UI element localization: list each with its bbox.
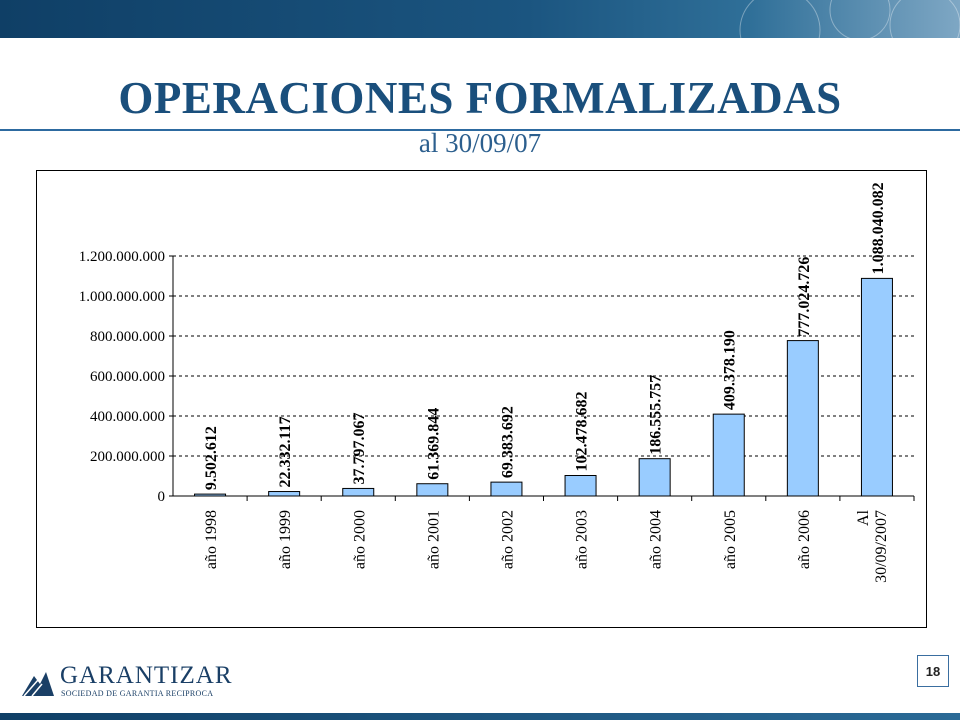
bottom-band xyxy=(0,713,960,720)
logo-name: GARANTIZAR xyxy=(60,662,233,689)
x-category-label: año 2000 xyxy=(351,510,368,569)
bar-value-label: 102.478.682 xyxy=(574,392,591,472)
y-tick-label: 1.000.000.000 xyxy=(79,289,165,305)
title-divider xyxy=(0,129,960,131)
page-number-badge: 18 xyxy=(917,655,949,687)
x-category-label: año 1998 xyxy=(203,510,220,569)
bar-value-label: 22.332.117 xyxy=(277,416,294,487)
bar xyxy=(342,487,375,497)
bar xyxy=(638,458,671,497)
slide-title: OPERACIONES FORMALIZADAS xyxy=(118,73,842,123)
watermark-decoration-icon xyxy=(739,0,960,38)
bar-value-label: 37.797.067 xyxy=(351,412,368,484)
bar-value-label: 777.024.726 xyxy=(796,257,813,337)
bar-value-label: 186.555.757 xyxy=(648,375,665,455)
chart-area: 0 200.000.000 400.000.000 600.000.000 800.00… xyxy=(36,170,927,628)
y-tick-label: 800.000.000 xyxy=(90,329,165,345)
bar xyxy=(786,340,819,497)
x-category-label: año 2005 xyxy=(722,510,739,569)
x-category-label: año 2003 xyxy=(574,510,591,569)
bar xyxy=(564,475,597,497)
bar-value-label: 9.502.612 xyxy=(203,426,220,490)
bar xyxy=(860,277,893,497)
bar xyxy=(416,483,449,497)
bar xyxy=(712,413,745,497)
bar-chart: 0 200.000.000 400.000.000 600.000.000 800.00… xyxy=(79,182,915,583)
bar-value-label: 61.369.844 xyxy=(425,408,442,480)
x-category-label: año 2004 xyxy=(648,510,665,569)
y-tick-label: 1.200.000.000 xyxy=(79,249,165,265)
x-category-label: año 2001 xyxy=(425,510,442,569)
slide-subtitle: al 30/09/07 xyxy=(418,128,542,158)
y-tick-label: 0 xyxy=(158,489,166,505)
logo-tagline: SOCIEDAD DE GARANTIA RECIPROCA xyxy=(61,689,214,698)
bar-value-label: 69.383.692 xyxy=(499,406,516,478)
company-logo: GARANTIZAR SOCIEDAD DE GARANTIA RECIPROC… xyxy=(20,662,250,706)
top-header-band xyxy=(0,0,960,38)
bar xyxy=(194,493,227,497)
y-tick-label: 400.000.000 xyxy=(90,409,165,425)
bar-value-label: 409.378.190 xyxy=(722,330,739,410)
y-tick-label: 600.000.000 xyxy=(90,369,165,385)
x-category-label: Al xyxy=(855,509,872,526)
logo-mark-icon xyxy=(22,672,54,697)
bar xyxy=(268,491,301,497)
x-category-label: año 2006 xyxy=(796,510,813,569)
x-category-label: año 2002 xyxy=(499,510,516,569)
y-tick-label: 200.000.000 xyxy=(90,449,165,465)
bar-value-label: 1.088.040.082 xyxy=(870,182,887,274)
x-category-label: año 1999 xyxy=(277,510,294,569)
x-category-label: 30/09/2007 xyxy=(873,510,890,583)
bar xyxy=(490,481,523,497)
